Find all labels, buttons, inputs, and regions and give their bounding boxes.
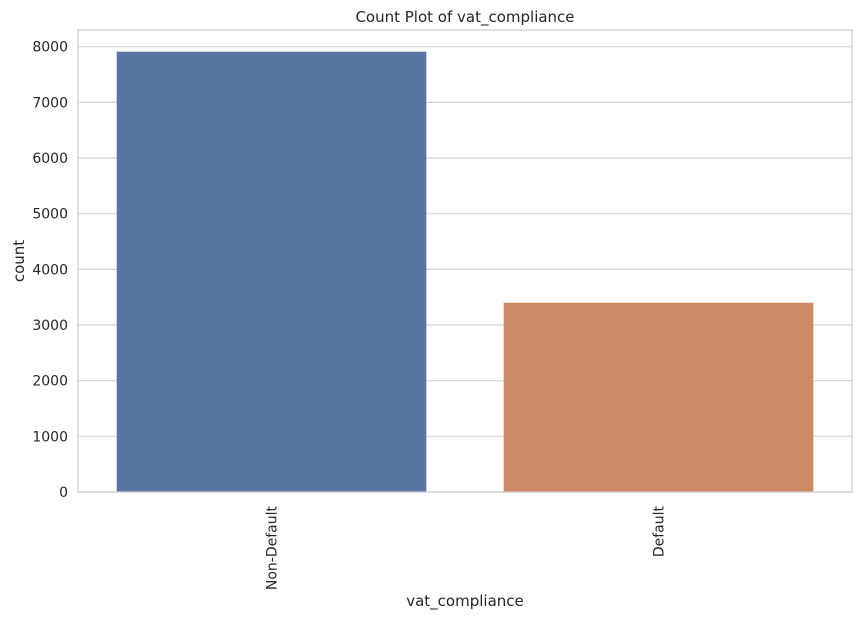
x-tick-label: Non-Default (265, 505, 281, 590)
x-tick-label: Default (652, 505, 668, 557)
y-axis-title: count (10, 240, 28, 282)
y-tick-label: 0 (59, 485, 68, 501)
y-tick-label: 3000 (32, 318, 68, 334)
y-tick-labels: 0 1000 2000 3000 4000 5000 6000 7000 8000 (32, 40, 68, 501)
bar-non-default (116, 51, 427, 492)
plot-frame (77, 29, 853, 493)
y-tick-label: 6000 (32, 151, 68, 167)
bar-default (503, 302, 814, 492)
y-tick-label: 2000 (32, 374, 68, 390)
y-tick-label: 1000 (32, 429, 68, 445)
chart-title: Count Plot of vat_compliance (355, 8, 574, 27)
y-tick-label: 5000 (32, 207, 68, 223)
x-tick-labels: Non-Default Default (265, 505, 668, 590)
y-tick-label: 8000 (32, 40, 68, 56)
x-axis-title: vat_compliance (406, 592, 524, 611)
y-tick-label: 7000 (32, 95, 68, 111)
bars (116, 51, 814, 492)
y-tick-label: 4000 (32, 262, 68, 278)
